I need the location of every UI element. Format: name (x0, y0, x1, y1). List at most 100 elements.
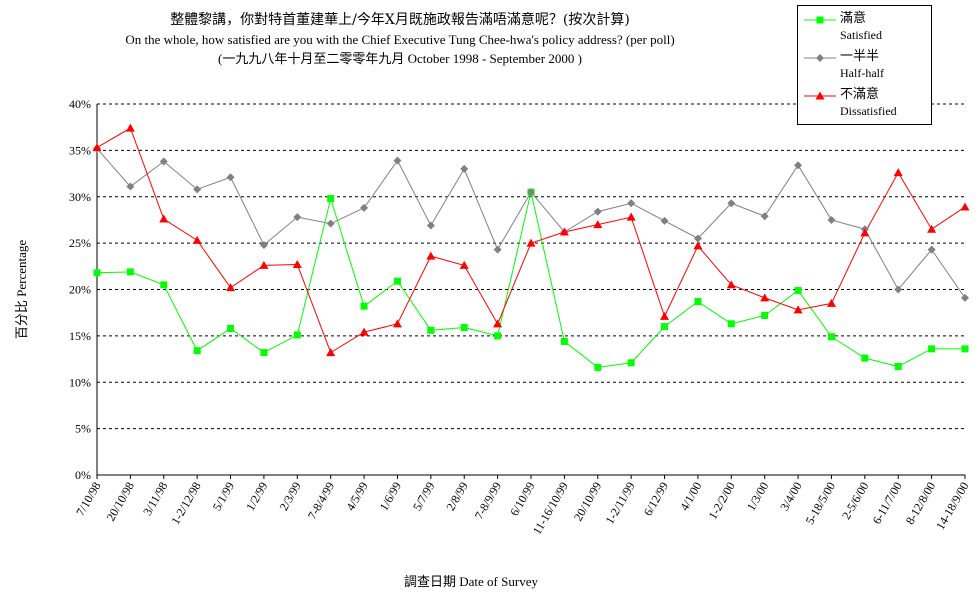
data-point-dissatisfied (960, 202, 970, 211)
x-tick-label: 7-8/9/99 (472, 479, 504, 521)
data-point-dissatisfied (326, 348, 336, 357)
x-tick-label: 7/10/98 (73, 480, 103, 519)
data-point-dissatisfied (760, 293, 770, 302)
data-point-dissatisfied (860, 228, 870, 237)
legend-label: 滿意 (840, 11, 867, 26)
data-point-satisfied (427, 326, 435, 334)
x-tick-label: 2-5/6/00 (839, 480, 871, 522)
x-tick-label: 6-11/7/00 (870, 480, 905, 527)
chart-period: (一九九八年十月至二零零年九月 October 1998 - September… (218, 51, 582, 66)
data-point-dissatisfied (226, 283, 236, 292)
data-point-half-half (693, 234, 702, 243)
data-point-satisfied (761, 311, 769, 319)
data-point-satisfied (794, 286, 802, 294)
data-point-half-half (159, 157, 168, 166)
data-point-dissatisfied (927, 224, 937, 233)
data-point-dissatisfied (726, 280, 736, 289)
data-point-half-half (794, 161, 803, 170)
x-tick-label: 4/1/00 (677, 480, 704, 514)
data-point-half-half (326, 219, 335, 228)
legend-swatch (804, 54, 836, 62)
legend-item-dissatisfied: 不滿意 Dissatisfied (804, 86, 929, 124)
y-tick-label: 25% (69, 236, 91, 250)
data-point-dissatisfied (559, 227, 569, 236)
data-point-dissatisfied (426, 251, 436, 260)
data-point-half-half (493, 245, 502, 254)
x-tick-label: 5-18/5/00 (803, 480, 838, 527)
x-tick-label: 7-8/4/99 (305, 480, 337, 522)
data-point-dissatisfied (626, 212, 636, 221)
x-tick-label: 3/4/00 (777, 480, 804, 514)
y-tick-label: 10% (69, 375, 91, 389)
data-point-half-half (193, 185, 202, 194)
x-tick-label: 1-2/11/99 (603, 480, 638, 527)
y-tick-label: 20% (69, 283, 91, 297)
data-point-half-half (259, 240, 268, 249)
chart-title: 整體黎講，你對特首董建華上/今年X月既施政報告滿唔滿意呢？(按次計算) (170, 12, 630, 28)
data-point-dissatisfied (392, 319, 402, 328)
data-point-satisfied (126, 268, 134, 276)
data-point-half-half (727, 199, 736, 208)
data-point-satisfied (727, 320, 735, 328)
data-point-half-half (961, 293, 969, 302)
data-point-dissatisfied (359, 327, 369, 336)
series-line-half-half (96, 148, 966, 299)
x-tick-label: 20/10/98 (104, 480, 137, 524)
data-point-half-half (460, 164, 469, 173)
x-tick-label: 2/8/99 (443, 480, 470, 514)
data-point-satisfied (93, 269, 101, 277)
y-axis-title: 百分比 Percentage (14, 240, 29, 340)
data-point-dissatisfied (259, 260, 269, 269)
data-point-satisfied (494, 332, 502, 340)
data-point-satisfied (360, 302, 368, 310)
data-point-half-half (226, 173, 235, 182)
y-tick-label: 40% (69, 97, 91, 111)
data-point-dissatisfied (292, 259, 302, 268)
legend-item-satisfied: 滿意 Satisfied (804, 10, 929, 48)
data-point-half-half (393, 156, 402, 165)
data-point-half-half (126, 182, 135, 191)
y-tick-label: 0% (75, 468, 91, 482)
data-point-satisfied (260, 349, 268, 357)
legend-item-half-half: 一半半 Half-half (804, 48, 929, 86)
data-point-half-half (927, 245, 936, 254)
data-point-satisfied (594, 363, 602, 371)
x-tick-label: 1/3/00 (744, 480, 771, 514)
data-point-satisfied (961, 345, 969, 353)
data-point-dissatisfied (826, 298, 836, 307)
x-tick-label: 8-12/8/00 (903, 480, 938, 527)
chart-subtitle: On the whole, how satisfied are you with… (125, 32, 675, 47)
data-point-satisfied (193, 347, 201, 355)
x-tick-label: 5/7/99 (410, 480, 437, 514)
data-point-satisfied (393, 277, 401, 285)
data-point-half-half (360, 203, 369, 212)
x-tick-label: 3/11/98 (140, 480, 170, 518)
series-line-satisfied (96, 191, 965, 368)
data-point-dissatisfied (693, 241, 703, 250)
x-tick-label: 4/5/99 (343, 480, 370, 514)
data-point-dissatisfied (125, 123, 135, 132)
data-point-half-half (593, 207, 602, 216)
data-point-satisfied (894, 362, 902, 370)
y-tick-label: 35% (69, 143, 91, 157)
data-point-half-half (894, 285, 903, 294)
x-tick-label: 1-2/2/00 (705, 480, 737, 522)
data-point-dissatisfied (526, 238, 536, 247)
data-point-half-half (760, 212, 769, 221)
data-point-satisfied (327, 195, 335, 203)
x-tick-label: 1/2/99 (243, 480, 270, 514)
x-tick-label: 6/10/99 (507, 480, 537, 519)
data-point-half-half (426, 221, 435, 230)
legend-label: 不滿意 (840, 87, 880, 102)
legend-sublabel: Dissatisfied (840, 104, 897, 118)
data-point-satisfied (827, 333, 835, 341)
data-point-dissatisfied (192, 235, 202, 244)
data-point-half-half (827, 215, 836, 224)
data-point-satisfied (694, 298, 702, 306)
data-point-satisfied (460, 324, 468, 332)
data-point-satisfied (227, 324, 235, 332)
title-block: 整體黎講，你對特首董建華上/今年X月既施政報告滿唔滿意呢？(按次計算) On t… (60, 10, 740, 68)
x-tick-label: 5/1/99 (210, 480, 237, 514)
data-point-dissatisfied (593, 220, 603, 229)
